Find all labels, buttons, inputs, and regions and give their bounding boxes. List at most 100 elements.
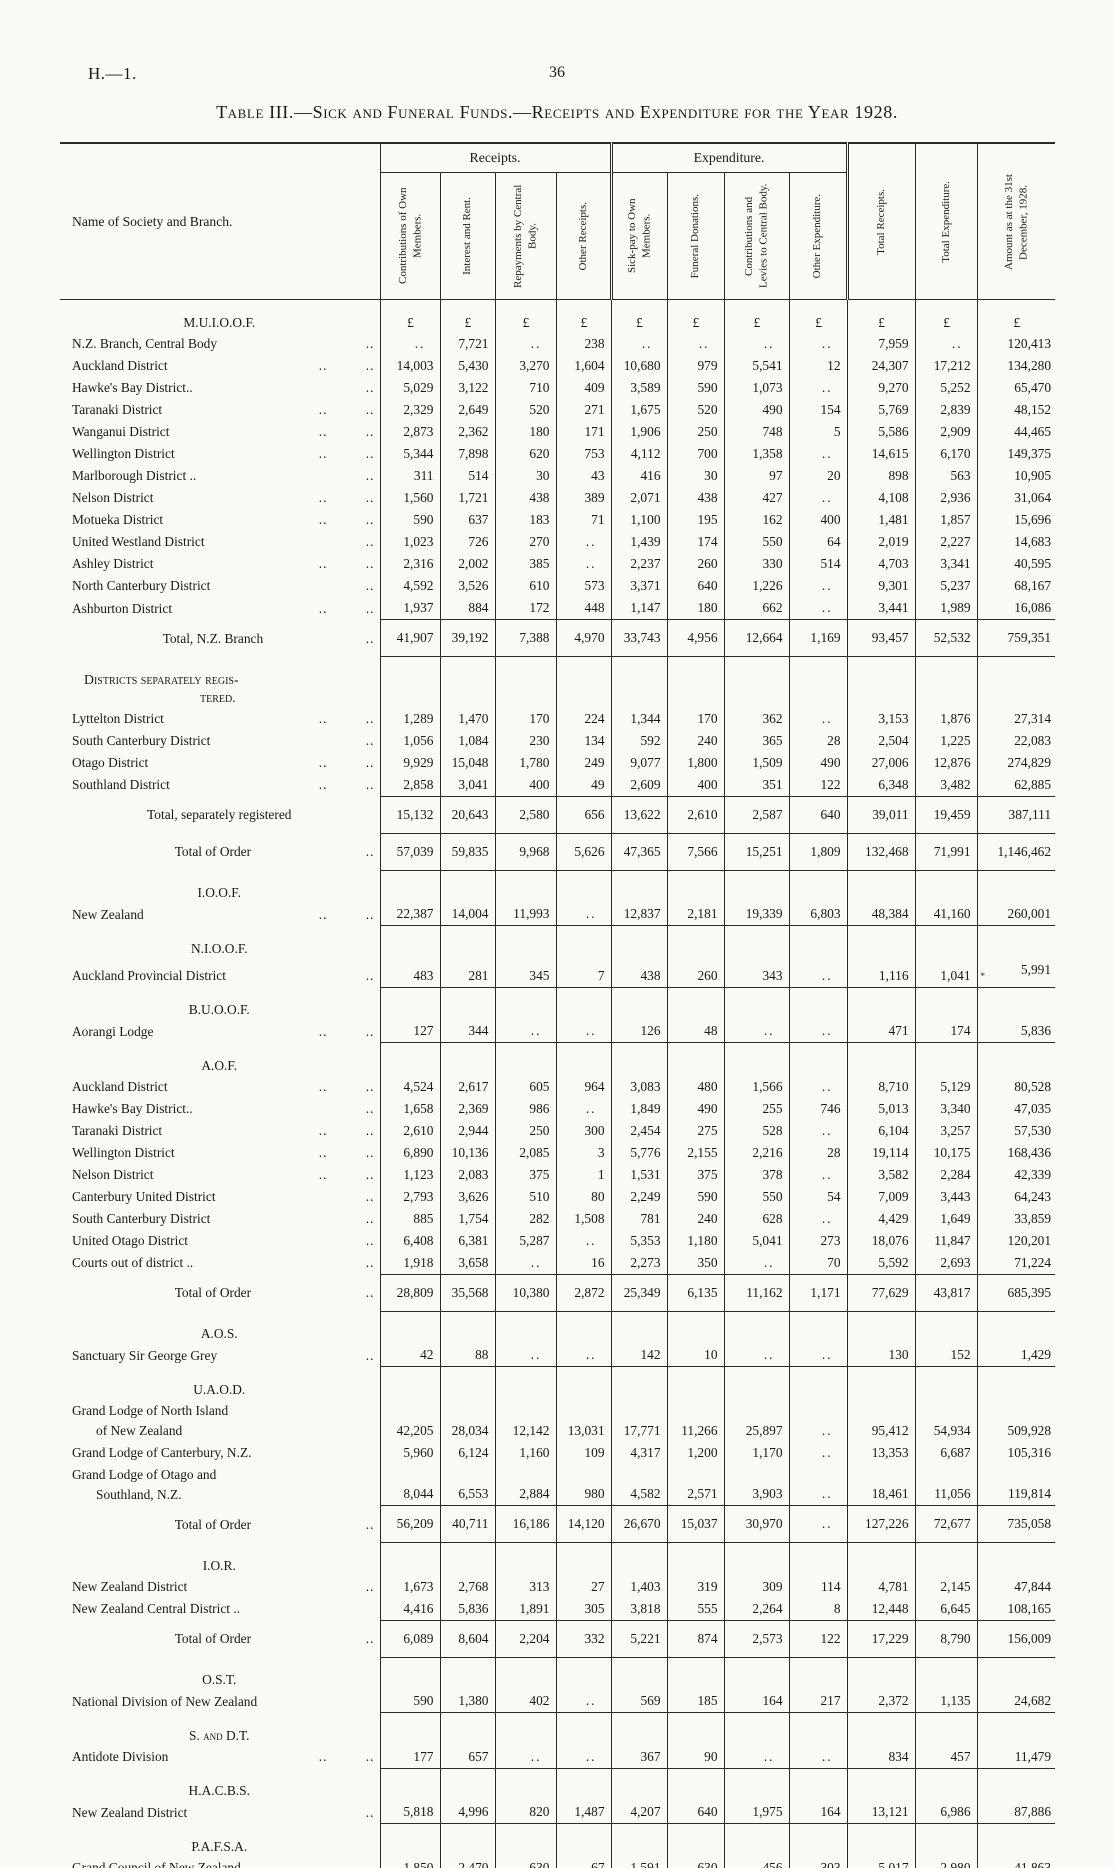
value-cell: 5,430 [439,355,495,377]
value-cell: 68,167 [976,575,1056,597]
value-cell: 350 [666,1251,725,1274]
society-name-cell: U.A.O.D. [60,1367,380,1400]
value-cell: 1,560 [379,487,440,509]
value-cell: 2,580 [494,795,556,834]
value-cell: 134,280 [976,355,1056,377]
value-cell: 1,147 [610,597,668,620]
total-row: .. Total of Order 6,089 8,604 2,204 332 5,221 8… [60,1619,1056,1658]
value-cell: 367 [610,1745,668,1769]
dot-leader: .. .. [318,490,375,505]
society-name-text: I.O.R. [202,1557,236,1573]
value-cell: .. [788,1020,848,1043]
value-cell: 1,850 [379,1856,440,1868]
value-cell: 8,604 [439,1619,495,1658]
section-header-row: I.O.R. [60,1542,1056,1576]
col-header-contributions-label: Contributions of Own Members. [396,187,423,285]
value-cell [610,1042,668,1076]
value-cell: 105,316 [976,1441,1056,1464]
value-cell: 2,216 [723,1141,790,1164]
value-cell: 2,316 [379,553,440,575]
value-cell: 400 [494,773,556,796]
value-cell [494,1657,556,1690]
value-cell: 1,289 [379,707,440,730]
value-cell [846,656,916,708]
value-cell: 700 [666,443,725,465]
value-cell: 170 [494,707,556,730]
value-cell: 14,003 [379,355,440,377]
value-cell: 48,152 [976,399,1056,421]
value-cell [846,1768,916,1801]
value-cell: 13,622 [610,795,668,834]
dot-leader: .. .. [318,600,375,616]
value-cell [788,1823,848,1857]
dot-leader: .. .. [318,754,375,770]
value-cell: 97 [723,465,790,487]
value-cell: 14,683 [976,531,1056,553]
value-cell: 24,682 [976,1690,1056,1713]
value-cell: 313 [494,1575,556,1598]
society-name-cell: .. .. Taranaki District [60,399,380,421]
value-cell [788,870,848,903]
value-cell: 2,083 [439,1163,495,1186]
society-name-line: Districts separately regis- [84,671,239,687]
value-cell: 3,589 [610,377,668,399]
value-cell: 65,470 [976,377,1056,399]
value-cell: 400 [788,509,848,531]
value-cell: .. [723,1251,790,1274]
society-name-cell: Grand Lodge of Otago and Southland, N.Z. [60,1464,380,1506]
society-name-text: Canterbury United District [72,1188,216,1204]
value-cell: 555 [666,1597,725,1620]
value-cell: 3,122 [439,377,495,399]
col-header-other-expenditure: Other Expenditure. [788,172,848,300]
value-cell: 590 [379,509,440,531]
value-cell [976,1712,1056,1746]
value-cell: 20,643 [439,795,495,834]
value-cell: 10,905 [976,465,1056,487]
society-name-cell: I.O.O.F. [60,870,380,903]
value-cell: 520 [666,399,725,421]
society-row: .. .. Auckland District 4,524 2,617 605 964 3,… [60,1075,1056,1098]
society-name-cell: .. .. Aorangi Lodge [60,1020,380,1043]
sick-funeral-funds-table-wrap: Name of Society and Branch. Receipts. Ex… [60,142,1056,1868]
value-cell: 195 [666,509,725,531]
value-cell [846,1657,916,1690]
society-name-cell: A.O.F. [60,1043,380,1076]
page-number: 36 [549,64,565,81]
value-cell: 15,037 [666,1505,725,1543]
value-cell: 2,693 [914,1251,978,1274]
section-header-row: A.O.S. [60,1311,1056,1344]
value-cell [610,925,668,959]
value-cell: 6,986 [914,1801,978,1824]
value-cell [610,1311,668,1344]
society-row: .. South Canterbury District 1,056 1,084 230… [60,729,1056,752]
society-row: .. United Otago District 6,408 6,381 5,287..… [60,1229,1056,1252]
value-cell: 3,443 [914,1185,978,1208]
value-cell [914,1657,978,1690]
section-header-row: S. and D.T. [60,1712,1056,1746]
value-cell: 10 [666,1344,725,1367]
value-cell: 13,031 [555,1399,612,1442]
col-header-funeral-donations: Funeral Donations. [666,172,725,300]
value-cell: 174 [666,531,725,553]
value-cell: 7 [555,958,612,988]
value-cell: .. [788,333,848,355]
society-row: .. .. Nelson District 1,123 2,083 375 1 1,531 3… [60,1163,1056,1186]
value-cell: 42,205 [379,1399,440,1442]
value-cell: £ [439,299,495,333]
value-cell: .. [379,333,440,355]
society-row: .. .. Lyttelton District 1,289 1,470 170 224 1… [60,707,1056,730]
value-cell: 250 [494,1119,556,1142]
value-cell [914,1311,978,1344]
society-name-cell: .. .. Taranaki District [60,1120,380,1142]
col-header-interest-label: Interest and Rent. [461,197,474,275]
col-header-funeral-donations-label: Funeral Donations. [689,193,702,279]
value-cell [723,987,790,1020]
value-cell: 563 [914,465,978,487]
value-cell: 4,207 [610,1801,668,1824]
value-cell: 735,058 [976,1505,1056,1543]
value-cell [666,1712,725,1746]
society-name-cell: .. Total of Order [60,833,380,870]
society-name-cell: .. Canterbury United District [60,1186,380,1208]
value-cell: 1,116 [846,958,916,988]
